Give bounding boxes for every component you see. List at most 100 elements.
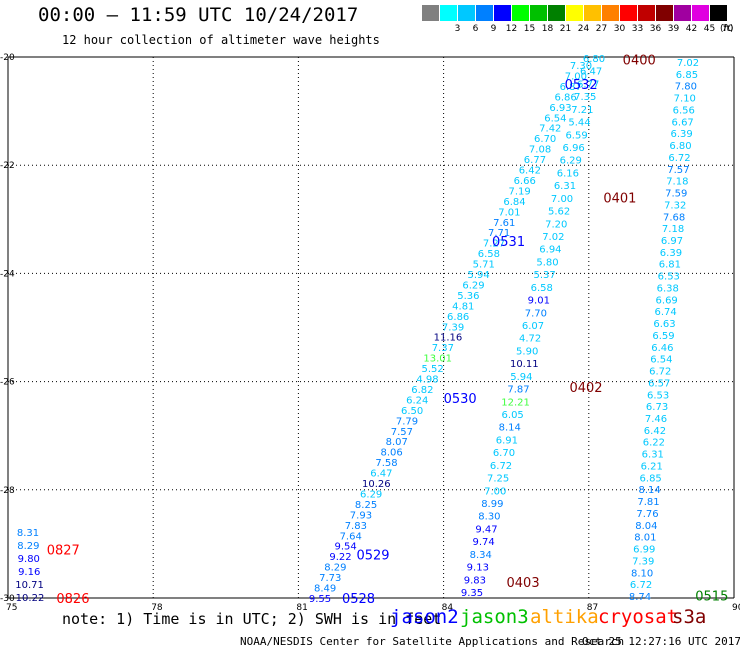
swh-value: 7.57 xyxy=(391,427,413,438)
legend-swatch xyxy=(656,5,673,21)
swh-value: 6.67 xyxy=(672,117,694,128)
swh-value: 9.35 xyxy=(461,588,483,599)
pass-time-label: 0529 xyxy=(356,549,389,564)
swh-value: 6.53 xyxy=(647,390,669,401)
swh-value: 8.04 xyxy=(635,521,657,532)
swh-value: 7.27 xyxy=(483,239,505,250)
swh-value: 7.71 xyxy=(488,228,510,239)
swh-value: 7.00 xyxy=(565,71,587,82)
legend-swatch xyxy=(476,5,493,21)
pass-time-label: 0401 xyxy=(603,192,636,207)
swh-value: 9.01 xyxy=(528,296,550,307)
swh-value: 9.74 xyxy=(472,537,494,548)
legend-label: 70 xyxy=(721,24,734,34)
legend-swatch xyxy=(422,5,439,21)
swh-value: 7.59 xyxy=(665,189,687,200)
swh-value: 6.86 xyxy=(447,312,469,323)
legend-label: 30 xyxy=(613,24,626,34)
credit-text: NOAA/NESDIS Center for Satellite Applica… xyxy=(240,635,625,648)
swh-value: 5.94 xyxy=(468,270,490,281)
swh-value: 7.61 xyxy=(493,218,515,229)
swh-value: 8.25 xyxy=(355,500,377,511)
swh-value: 8.29 xyxy=(17,541,39,552)
swh-value: 6.80 xyxy=(669,141,691,152)
swh-value: 6.82 xyxy=(411,385,433,396)
swh-value: 12.21 xyxy=(501,397,530,408)
swh-value: 6.72 xyxy=(630,580,652,591)
swh-value: 7.87 xyxy=(507,385,529,396)
swh-value: 8.14 xyxy=(499,423,521,434)
satellite-name: jason3 xyxy=(460,606,529,628)
swh-value: 9.13 xyxy=(467,563,489,574)
legend-swatch xyxy=(692,5,709,21)
swh-value: 6.42 xyxy=(519,166,541,177)
legend-label: 27 xyxy=(595,24,608,34)
swh-value: 10.26 xyxy=(362,479,391,490)
swh-value: 6.57 xyxy=(648,378,670,389)
legend-label: 18 xyxy=(541,24,554,34)
swh-value: 6.77 xyxy=(577,79,599,90)
swh-value: 9.16 xyxy=(18,567,40,578)
swh-value: 7.00 xyxy=(484,486,506,497)
swh-value: 6.73 xyxy=(646,402,668,413)
swh-value: 7.18 xyxy=(666,177,688,188)
pass-time-label: 0515 xyxy=(695,589,728,604)
swh-value: 7.73 xyxy=(319,573,341,584)
pass-time-label: 0827 xyxy=(47,543,80,558)
swh-value: 6.91 xyxy=(496,435,518,446)
legend-swatch xyxy=(440,5,457,21)
swh-value: 7.02 xyxy=(677,58,699,69)
pass-time-label: 0826 xyxy=(56,592,89,607)
legend-swatch xyxy=(710,5,727,21)
legend-swatch xyxy=(512,5,529,21)
swh-value: 10.22 xyxy=(16,593,45,604)
legend-label: 45 xyxy=(703,24,716,34)
lon-tick-label: 78 xyxy=(151,603,163,613)
lon-tick-label: 90 xyxy=(732,603,740,613)
swh-value: 5.36 xyxy=(457,291,479,302)
legend-swatch xyxy=(458,5,475,21)
swh-value: 8.34 xyxy=(470,550,492,561)
legend-swatch xyxy=(638,5,655,21)
swh-value: 6.50 xyxy=(401,406,423,417)
legend-label: 36 xyxy=(649,24,662,34)
swh-value: 5.80 xyxy=(536,257,558,268)
swh-value: 6.31 xyxy=(642,450,664,461)
satellite-name: cryosat xyxy=(598,606,679,628)
satellite-name: s3a xyxy=(672,606,707,628)
swh-value: 8.31 xyxy=(17,528,39,539)
swh-value: 6.31 xyxy=(554,181,576,192)
legend-swatch xyxy=(566,5,583,21)
swh-value: 6.99 xyxy=(633,545,655,556)
swh-value: 7.58 xyxy=(375,458,397,469)
lat-tick-label: -26 xyxy=(0,378,15,388)
legend-label: 42 xyxy=(685,24,698,34)
legend-swatch xyxy=(530,5,547,21)
swh-value: 6.84 xyxy=(503,197,525,208)
swh-value: 6.87 xyxy=(560,82,582,93)
swh-value: 6.94 xyxy=(539,245,561,256)
legend-label: 39 xyxy=(667,24,680,34)
swh-value: 6.69 xyxy=(656,295,678,306)
swh-value: 7.20 xyxy=(545,219,567,230)
swh-value: 6.29 xyxy=(462,280,484,291)
swh-value: 13.01 xyxy=(423,354,452,365)
swh-value: 6.58 xyxy=(478,249,500,260)
swh-value: 7.01 xyxy=(498,207,520,218)
swh-value: 5.94 xyxy=(510,372,532,383)
swh-value: 6.59 xyxy=(565,130,587,141)
swh-value: 6.72 xyxy=(490,461,512,472)
swh-value: 6.47 xyxy=(370,469,392,480)
swh-value: 5.37 xyxy=(533,270,555,281)
swh-value: 6.07 xyxy=(522,321,544,332)
lon-tick-label: 75 xyxy=(6,603,17,613)
swh-value: 6.72 xyxy=(668,153,690,164)
legend-swatch xyxy=(620,5,637,21)
footer-note: note: 1) Time is in UTC; 2) SWH is in fe… xyxy=(62,610,442,628)
swh-value: 6.81 xyxy=(659,260,681,271)
swh-value: 8.01 xyxy=(634,533,656,544)
swh-value: 7.18 xyxy=(662,224,684,235)
swh-value: 8.29 xyxy=(324,563,346,574)
swh-value: 6.66 xyxy=(514,176,536,187)
